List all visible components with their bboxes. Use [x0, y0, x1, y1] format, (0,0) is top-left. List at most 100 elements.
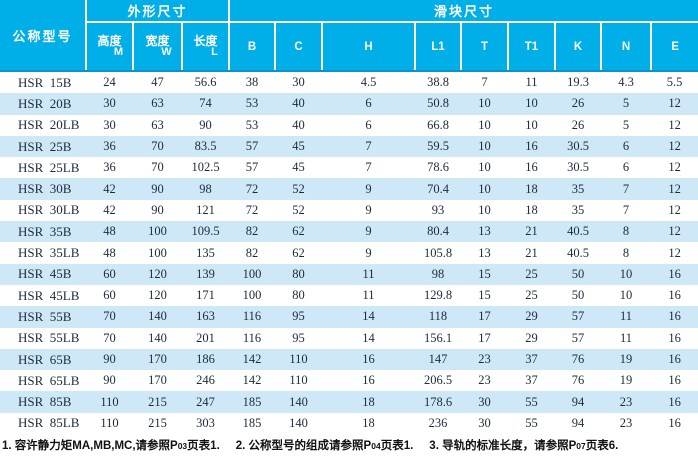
column-header-symbol: L: [211, 46, 218, 58]
value-cell: 23: [619, 415, 633, 430]
value-cell: 60: [103, 288, 116, 303]
value-cell: 90: [199, 117, 212, 132]
value-cell: 80: [292, 288, 305, 303]
column-header-t: T: [460, 21, 508, 72]
table-row: HSR 30LB 42 90 121 72 52 9 93 10 18 35 7 12: [0, 200, 698, 221]
value-cell: 94: [555, 391, 601, 413]
value-cell: 24: [103, 75, 116, 90]
value-cell: 55: [508, 391, 555, 413]
value-cell: 11: [619, 330, 633, 345]
value-cell: 50.8: [415, 93, 461, 115]
value-cell: 30: [103, 117, 116, 132]
table-row: HSR 25B 36 70 83.5 57 45 7 59.5 10 16 30.5 6 12: [0, 135, 698, 158]
value-cell: 62: [275, 221, 322, 243]
value-cell: 7: [322, 135, 415, 158]
model-cell: HSR 25LB: [18, 159, 80, 175]
column-header-n: N: [600, 21, 651, 72]
model-cell: HSR 45B: [0, 263, 86, 285]
value-cell: 7: [622, 202, 630, 217]
value-cell: 90: [133, 178, 182, 200]
value-cell: 70: [133, 135, 182, 158]
value-cell: 55: [525, 415, 538, 430]
value-cell: 303: [196, 415, 215, 430]
value-cell: 42: [86, 178, 133, 200]
value-cell: 16: [322, 348, 415, 371]
value-cell: 90: [86, 348, 133, 371]
value-cell: 9: [322, 221, 415, 243]
value-cell: 5.5: [666, 75, 683, 90]
value-cell: 10: [619, 288, 633, 303]
value-cell: 53: [245, 117, 259, 132]
value-cell: 25: [525, 288, 538, 303]
value-cell: 4.5: [360, 75, 377, 90]
value-cell: 50: [571, 288, 585, 303]
model-cell: HSR 55LB: [18, 330, 80, 346]
value-cell: 8: [601, 221, 651, 243]
value-cell: 139: [182, 263, 229, 285]
value-cell: 70: [86, 306, 133, 328]
value-cell: 26: [555, 93, 601, 115]
table-row: HSR 35B 48 100 109.5 82 62 9 80.4 13 21 40.5 8 12: [0, 221, 698, 243]
value-cell: 10: [478, 160, 491, 175]
value-cell: 30: [86, 93, 133, 115]
value-cell: 23: [601, 391, 651, 413]
value-cell: 116: [242, 330, 262, 345]
value-cell: 8: [622, 245, 630, 260]
table-header: 公称型号 外形尺寸 滑块尺寸 高度 M 宽度 W 长度 L B C: [0, 0, 698, 72]
value-cell: 156.1: [423, 330, 453, 345]
value-cell: 48: [86, 221, 133, 243]
value-cell: 4.3: [618, 75, 634, 90]
value-cell: 40.5: [567, 245, 589, 260]
model-cell: HSR 25B: [0, 135, 86, 158]
value-cell: 6: [622, 160, 630, 175]
column-header-label: 长度: [193, 34, 218, 48]
value-cell: 171: [196, 288, 215, 303]
value-cell: 60: [86, 263, 133, 285]
column-header-width-w: 宽度 W: [132, 21, 182, 72]
table-row: HSR 20LB 30 63 90 53 40 6 66.8 10 10 26 5 12: [0, 115, 698, 136]
model-cell: HSR 55B: [0, 306, 86, 328]
value-cell: 30.5: [567, 160, 589, 175]
value-cell: 100: [229, 263, 275, 285]
value-cell: 12: [651, 178, 698, 200]
model-cell: HSR 45LB: [18, 287, 80, 303]
model-cell: HSR 15B: [18, 74, 72, 90]
value-cell: 12: [651, 135, 698, 158]
value-cell: 25: [508, 263, 555, 285]
value-cell: 45: [275, 135, 322, 158]
table-row: HSR 45B 60 120 139 100 80 11 98 15 25 50 10 16: [0, 263, 698, 285]
value-cell: 6: [365, 117, 372, 132]
value-cell: 98: [415, 263, 461, 285]
value-cell: 38: [245, 75, 259, 90]
footnote-text: 页表6.: [585, 439, 619, 452]
value-cell: 12: [668, 202, 681, 217]
column-header-height-m: 高度 M: [85, 21, 133, 72]
value-cell: 16: [362, 373, 375, 388]
value-cell: 7: [365, 160, 372, 175]
value-cell: 170: [148, 373, 167, 388]
value-cell: 129.8: [423, 288, 453, 303]
value-cell: 72: [229, 178, 275, 200]
value-cell: 82: [245, 245, 259, 260]
value-cell: 63: [133, 93, 182, 115]
value-cell: 40: [292, 117, 305, 132]
column-header-k: K: [554, 21, 601, 72]
value-cell: 109.5: [182, 221, 229, 243]
column-header-t1: T1: [507, 21, 555, 72]
column-header-l1: L1: [414, 21, 461, 72]
value-cell: 16: [651, 391, 698, 413]
table-row: HSR 55LB 70 140 201 116 95 14 156.1 17 29 57 11 16: [0, 328, 698, 349]
value-cell: 15: [478, 288, 491, 303]
value-cell: 29: [508, 306, 555, 328]
table-body: HSR 15B 24 47 56.6 38 30 4.5 38.8 7 11 19.3 4.3 5.5 H…: [0, 71, 698, 434]
value-cell: 30: [461, 391, 508, 413]
footnote-text: 1. 容许静力矩MA,MB,MC,请参照P: [2, 439, 178, 452]
column-header-c: C: [274, 21, 322, 72]
value-cell: 14: [322, 306, 415, 328]
value-cell: 206.5: [423, 373, 453, 388]
value-cell: 18: [362, 415, 375, 430]
value-cell: 110: [275, 348, 322, 371]
value-cell: 142: [242, 373, 262, 388]
value-cell: 11: [362, 288, 375, 303]
